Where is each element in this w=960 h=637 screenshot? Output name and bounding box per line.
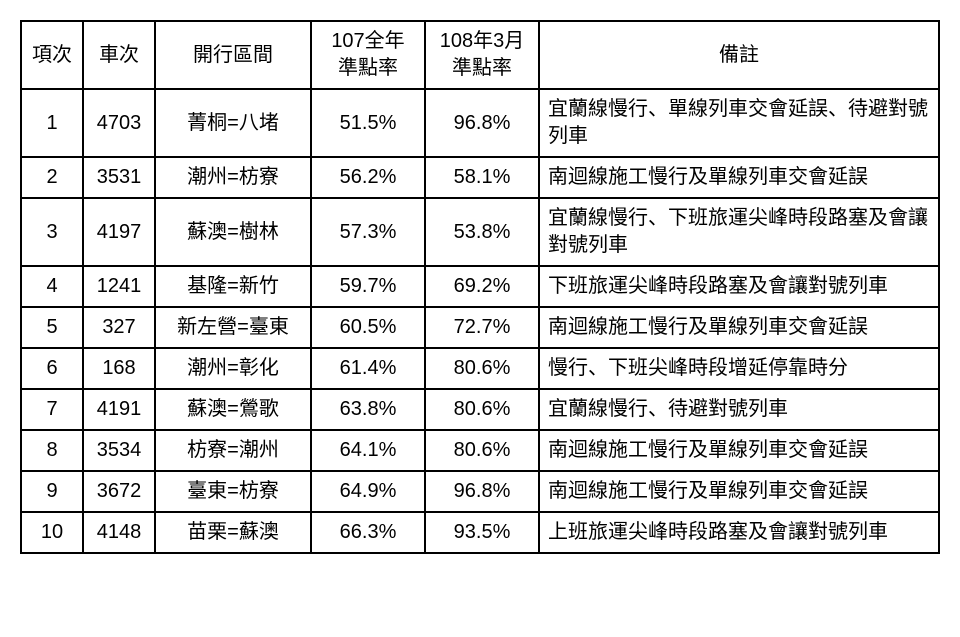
cell-note: 下班旅運尖峰時段路塞及會讓對號列車 [539, 266, 939, 307]
cell-idx: 10 [21, 512, 83, 553]
table-head: 項次 車次 開行區間 107全年準點率 108年3月準點率 備註 [21, 21, 939, 89]
cell-idx: 9 [21, 471, 83, 512]
col-header-note: 備註 [539, 21, 939, 89]
cell-note: 南迴線施工慢行及單線列車交會延誤 [539, 471, 939, 512]
cell-p107: 57.3% [311, 198, 425, 266]
table-row: 34197蘇澳=樹林57.3%53.8%宜蘭線慢行、下班旅運尖峰時段路塞及會讓對… [21, 198, 939, 266]
col-header-train: 車次 [83, 21, 155, 89]
cell-p108: 80.6% [425, 430, 539, 471]
cell-p107: 64.1% [311, 430, 425, 471]
table-row: 6168潮州=彰化61.4%80.6%慢行、下班尖峰時段增延停靠時分 [21, 348, 939, 389]
cell-idx: 8 [21, 430, 83, 471]
cell-p108: 58.1% [425, 157, 539, 198]
cell-route: 基隆=新竹 [155, 266, 311, 307]
cell-note: 宜蘭線慢行、下班旅運尖峰時段路塞及會讓對號列車 [539, 198, 939, 266]
table-row: 14703菁桐=八堵51.5%96.8%宜蘭線慢行、單線列車交會延誤、待避對號列… [21, 89, 939, 157]
cell-p107: 59.7% [311, 266, 425, 307]
cell-train: 327 [83, 307, 155, 348]
col-header-route: 開行區間 [155, 21, 311, 89]
cell-route: 枋寮=潮州 [155, 430, 311, 471]
cell-p108: 69.2% [425, 266, 539, 307]
cell-note: 南迴線施工慢行及單線列車交會延誤 [539, 307, 939, 348]
cell-p107: 63.8% [311, 389, 425, 430]
cell-p108: 96.8% [425, 471, 539, 512]
cell-route: 蘇澳=鶯歌 [155, 389, 311, 430]
cell-p108: 96.8% [425, 89, 539, 157]
cell-train: 168 [83, 348, 155, 389]
cell-p108: 53.8% [425, 198, 539, 266]
cell-route: 菁桐=八堵 [155, 89, 311, 157]
cell-p108: 72.7% [425, 307, 539, 348]
cell-p107: 60.5% [311, 307, 425, 348]
table-row: 23531潮州=枋寮56.2%58.1%南迴線施工慢行及單線列車交會延誤 [21, 157, 939, 198]
col-header-idx: 項次 [21, 21, 83, 89]
cell-route: 潮州=彰化 [155, 348, 311, 389]
punctuality-table: 項次 車次 開行區間 107全年準點率 108年3月準點率 備註 14703菁桐… [20, 20, 940, 554]
cell-train: 3531 [83, 157, 155, 198]
cell-p108: 80.6% [425, 348, 539, 389]
cell-idx: 4 [21, 266, 83, 307]
cell-train: 4703 [83, 89, 155, 157]
table-row: 5327新左營=臺東60.5%72.7%南迴線施工慢行及單線列車交會延誤 [21, 307, 939, 348]
cell-p107: 64.9% [311, 471, 425, 512]
table-row: 74191蘇澳=鶯歌63.8%80.6%宜蘭線慢行、待避對號列車 [21, 389, 939, 430]
table-row: 104148苗栗=蘇澳66.3%93.5%上班旅運尖峰時段路塞及會讓對號列車 [21, 512, 939, 553]
cell-train: 4197 [83, 198, 155, 266]
cell-route: 苗栗=蘇澳 [155, 512, 311, 553]
cell-idx: 7 [21, 389, 83, 430]
cell-p107: 61.4% [311, 348, 425, 389]
cell-train: 4191 [83, 389, 155, 430]
cell-p107: 51.5% [311, 89, 425, 157]
table-row: 93672臺東=枋寮64.9%96.8%南迴線施工慢行及單線列車交會延誤 [21, 471, 939, 512]
cell-p108: 93.5% [425, 512, 539, 553]
cell-train: 3534 [83, 430, 155, 471]
cell-route: 新左營=臺東 [155, 307, 311, 348]
cell-train: 4148 [83, 512, 155, 553]
punctuality-table-container: 項次 車次 開行區間 107全年準點率 108年3月準點率 備註 14703菁桐… [20, 20, 940, 554]
cell-idx: 1 [21, 89, 83, 157]
header-row: 項次 車次 開行區間 107全年準點率 108年3月準點率 備註 [21, 21, 939, 89]
cell-route: 蘇澳=樹林 [155, 198, 311, 266]
cell-idx: 2 [21, 157, 83, 198]
cell-idx: 5 [21, 307, 83, 348]
cell-idx: 6 [21, 348, 83, 389]
cell-note: 宜蘭線慢行、待避對號列車 [539, 389, 939, 430]
cell-route: 臺東=枋寮 [155, 471, 311, 512]
table-row: 83534枋寮=潮州64.1%80.6%南迴線施工慢行及單線列車交會延誤 [21, 430, 939, 471]
cell-train: 3672 [83, 471, 155, 512]
col-header-p108: 108年3月準點率 [425, 21, 539, 89]
cell-route: 潮州=枋寮 [155, 157, 311, 198]
cell-p107: 66.3% [311, 512, 425, 553]
table-row: 41241基隆=新竹59.7%69.2%下班旅運尖峰時段路塞及會讓對號列車 [21, 266, 939, 307]
table-body: 14703菁桐=八堵51.5%96.8%宜蘭線慢行、單線列車交會延誤、待避對號列… [21, 89, 939, 553]
cell-note: 上班旅運尖峰時段路塞及會讓對號列車 [539, 512, 939, 553]
cell-note: 南迴線施工慢行及單線列車交會延誤 [539, 430, 939, 471]
col-header-p107: 107全年準點率 [311, 21, 425, 89]
cell-p107: 56.2% [311, 157, 425, 198]
cell-note: 慢行、下班尖峰時段增延停靠時分 [539, 348, 939, 389]
cell-note: 宜蘭線慢行、單線列車交會延誤、待避對號列車 [539, 89, 939, 157]
cell-train: 1241 [83, 266, 155, 307]
cell-idx: 3 [21, 198, 83, 266]
cell-note: 南迴線施工慢行及單線列車交會延誤 [539, 157, 939, 198]
cell-p108: 80.6% [425, 389, 539, 430]
